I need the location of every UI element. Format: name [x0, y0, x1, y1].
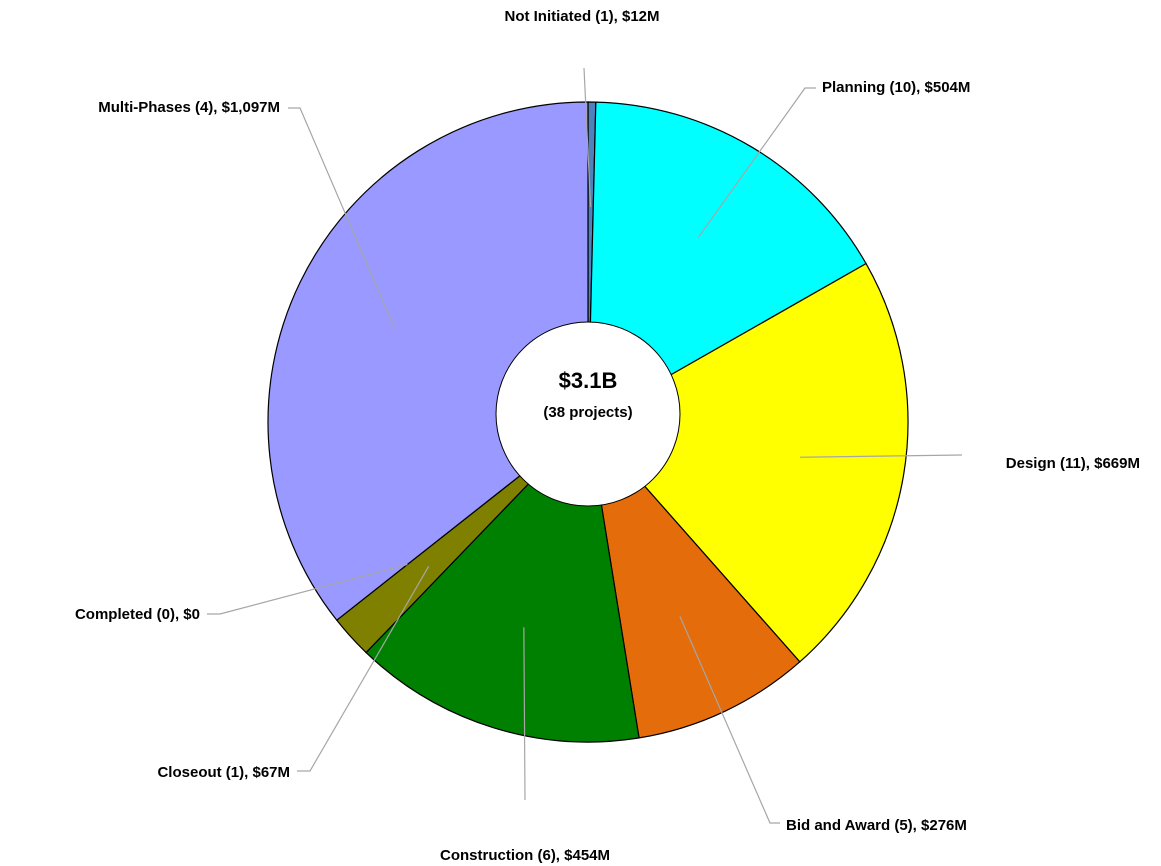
slice [587, 420, 801, 739]
slice [267, 101, 589, 622]
slice-label: Construction (6), $454M [440, 847, 610, 864]
center-label: $3.1B [559, 368, 618, 393]
slice [587, 262, 909, 663]
slice [587, 101, 867, 424]
slices [267, 101, 909, 743]
leader-lines [207, 67, 963, 824]
leader-line [288, 107, 396, 329]
leader-line [207, 563, 408, 615]
slice-label: Not Initiated (1), $12M [504, 8, 659, 25]
center-sublabel: (38 projects) [543, 404, 632, 421]
slice-label: Design (11), $669M [1006, 455, 1140, 472]
slice-label: Planning (10), $504M [822, 79, 970, 96]
slice-label: Multi-Phases (4), $1,097M [98, 99, 280, 116]
leader-line [523, 627, 526, 801]
donut-hole [495, 321, 681, 507]
leader-line [297, 566, 430, 772]
leader-line [800, 454, 963, 458]
slice-label: Closeout (1), $67M [157, 764, 290, 781]
slice-label: Bid and Award (5), $276M [786, 817, 967, 834]
leader-line [679, 616, 780, 824]
slice-label: Completed (0), $0 [75, 606, 200, 623]
leader-line [697, 87, 816, 238]
leader-line [583, 67, 592, 208]
